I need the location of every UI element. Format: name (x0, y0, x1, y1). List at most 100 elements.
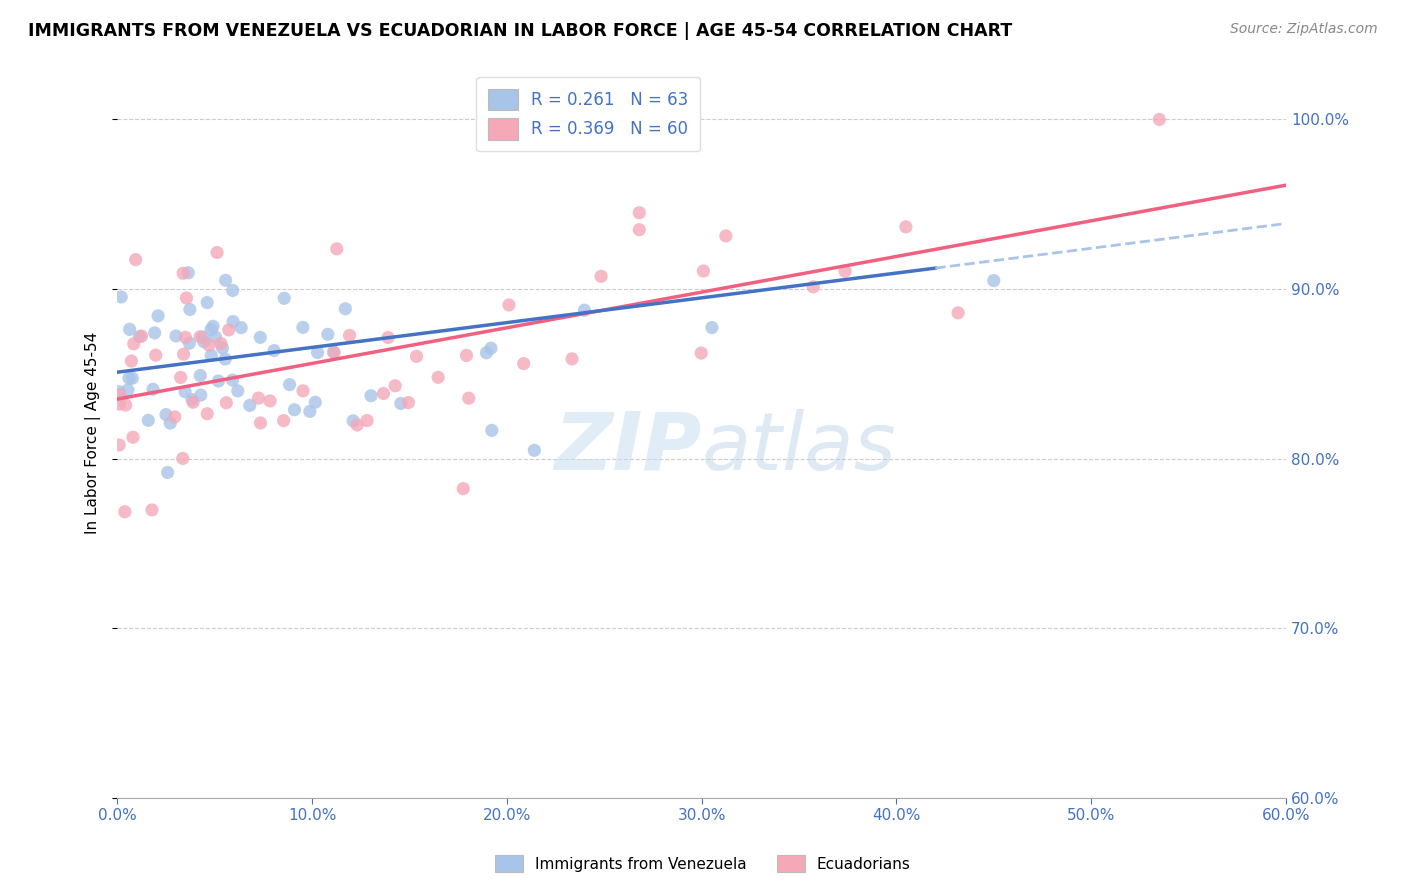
Point (198, 338, 221, 352)
Point (298, 404, 321, 418)
Point (278, 377, 301, 392)
Point (177, 266, 200, 280)
Point (188, 330, 211, 344)
Point (176, 291, 198, 305)
Point (169, 370, 191, 384)
Point (118, 371, 141, 385)
Point (346, 417, 368, 432)
Point (283, 402, 305, 417)
Point (692, 264, 714, 278)
Point (247, 391, 270, 405)
Point (983, 274, 1005, 288)
Text: atlas: atlas (702, 409, 897, 487)
Point (405, 349, 427, 363)
Point (479, 341, 502, 355)
Point (714, 228, 737, 243)
Point (117, 383, 139, 397)
Point (214, 352, 236, 367)
Point (356, 413, 378, 427)
Point (118, 322, 141, 336)
Point (110, 290, 132, 304)
Point (190, 388, 212, 402)
Point (108, 387, 131, 401)
Point (193, 334, 215, 349)
Point (451, 482, 474, 496)
Point (174, 384, 197, 399)
Point (373, 386, 395, 401)
Point (200, 323, 222, 337)
Point (249, 416, 271, 430)
Point (239, 398, 262, 412)
Text: ZIP: ZIP (554, 409, 702, 487)
Point (108, 438, 131, 452)
Point (249, 330, 271, 344)
Point (131, 329, 153, 343)
Point (339, 328, 361, 343)
Point (179, 336, 201, 351)
Legend: Immigrants from Venezuela, Ecuadorians: Immigrants from Venezuela, Ecuadorians (488, 847, 918, 880)
Point (259, 393, 281, 408)
Legend: R = 0.261   N = 63, R = 0.369   N = 60: R = 0.261 N = 63, R = 0.369 N = 60 (477, 77, 700, 152)
Point (114, 505, 136, 519)
Point (626, 116, 648, 130)
Point (204, 330, 226, 344)
Point (591, 269, 613, 284)
Point (172, 266, 194, 280)
Point (145, 348, 167, 362)
Point (342, 414, 364, 428)
Point (636, 112, 658, 127)
Point (146, 309, 169, 323)
Point (523, 443, 546, 458)
Point (834, 264, 856, 278)
Point (307, 345, 329, 359)
Point (221, 373, 243, 387)
Point (628, 223, 651, 237)
Point (121, 371, 143, 385)
Point (456, 348, 478, 362)
Point (384, 378, 406, 392)
Point (173, 347, 195, 361)
Point (122, 336, 145, 351)
Point (389, 396, 412, 410)
Point (700, 320, 723, 334)
Point (304, 395, 326, 409)
Point (108, 397, 131, 411)
Point (141, 503, 163, 517)
Point (475, 345, 498, 359)
Point (894, 219, 917, 234)
Point (181, 392, 204, 407)
Point (291, 320, 314, 334)
Point (195, 295, 218, 310)
Point (946, 306, 969, 320)
Point (273, 414, 295, 428)
Point (512, 357, 534, 371)
Point (801, 280, 824, 294)
Point (114, 398, 136, 412)
Point (205, 245, 228, 260)
Point (163, 409, 186, 424)
Point (690, 346, 713, 360)
Point (323, 345, 346, 359)
Point (136, 413, 159, 427)
Point (120, 354, 142, 368)
Point (231, 320, 253, 334)
Point (215, 396, 238, 410)
Point (211, 341, 233, 355)
Point (326, 242, 349, 256)
Point (142, 382, 165, 396)
Point (377, 330, 399, 344)
Point (207, 374, 229, 388)
Point (209, 336, 232, 351)
Point (574, 303, 596, 318)
Point (159, 416, 181, 430)
Point (122, 430, 145, 444)
Point (273, 291, 295, 305)
Point (218, 323, 240, 337)
Point (498, 298, 520, 312)
Point (174, 330, 197, 344)
Text: IMMIGRANTS FROM VENEZUELA VS ECUADORIAN IN LABOR FORCE | AGE 45-54 CORRELATION C: IMMIGRANTS FROM VENEZUELA VS ECUADORIAN … (28, 22, 1012, 40)
Text: Source: ZipAtlas.com: Source: ZipAtlas.com (1230, 22, 1378, 37)
Point (427, 370, 450, 384)
Point (156, 466, 179, 480)
Point (226, 384, 249, 398)
